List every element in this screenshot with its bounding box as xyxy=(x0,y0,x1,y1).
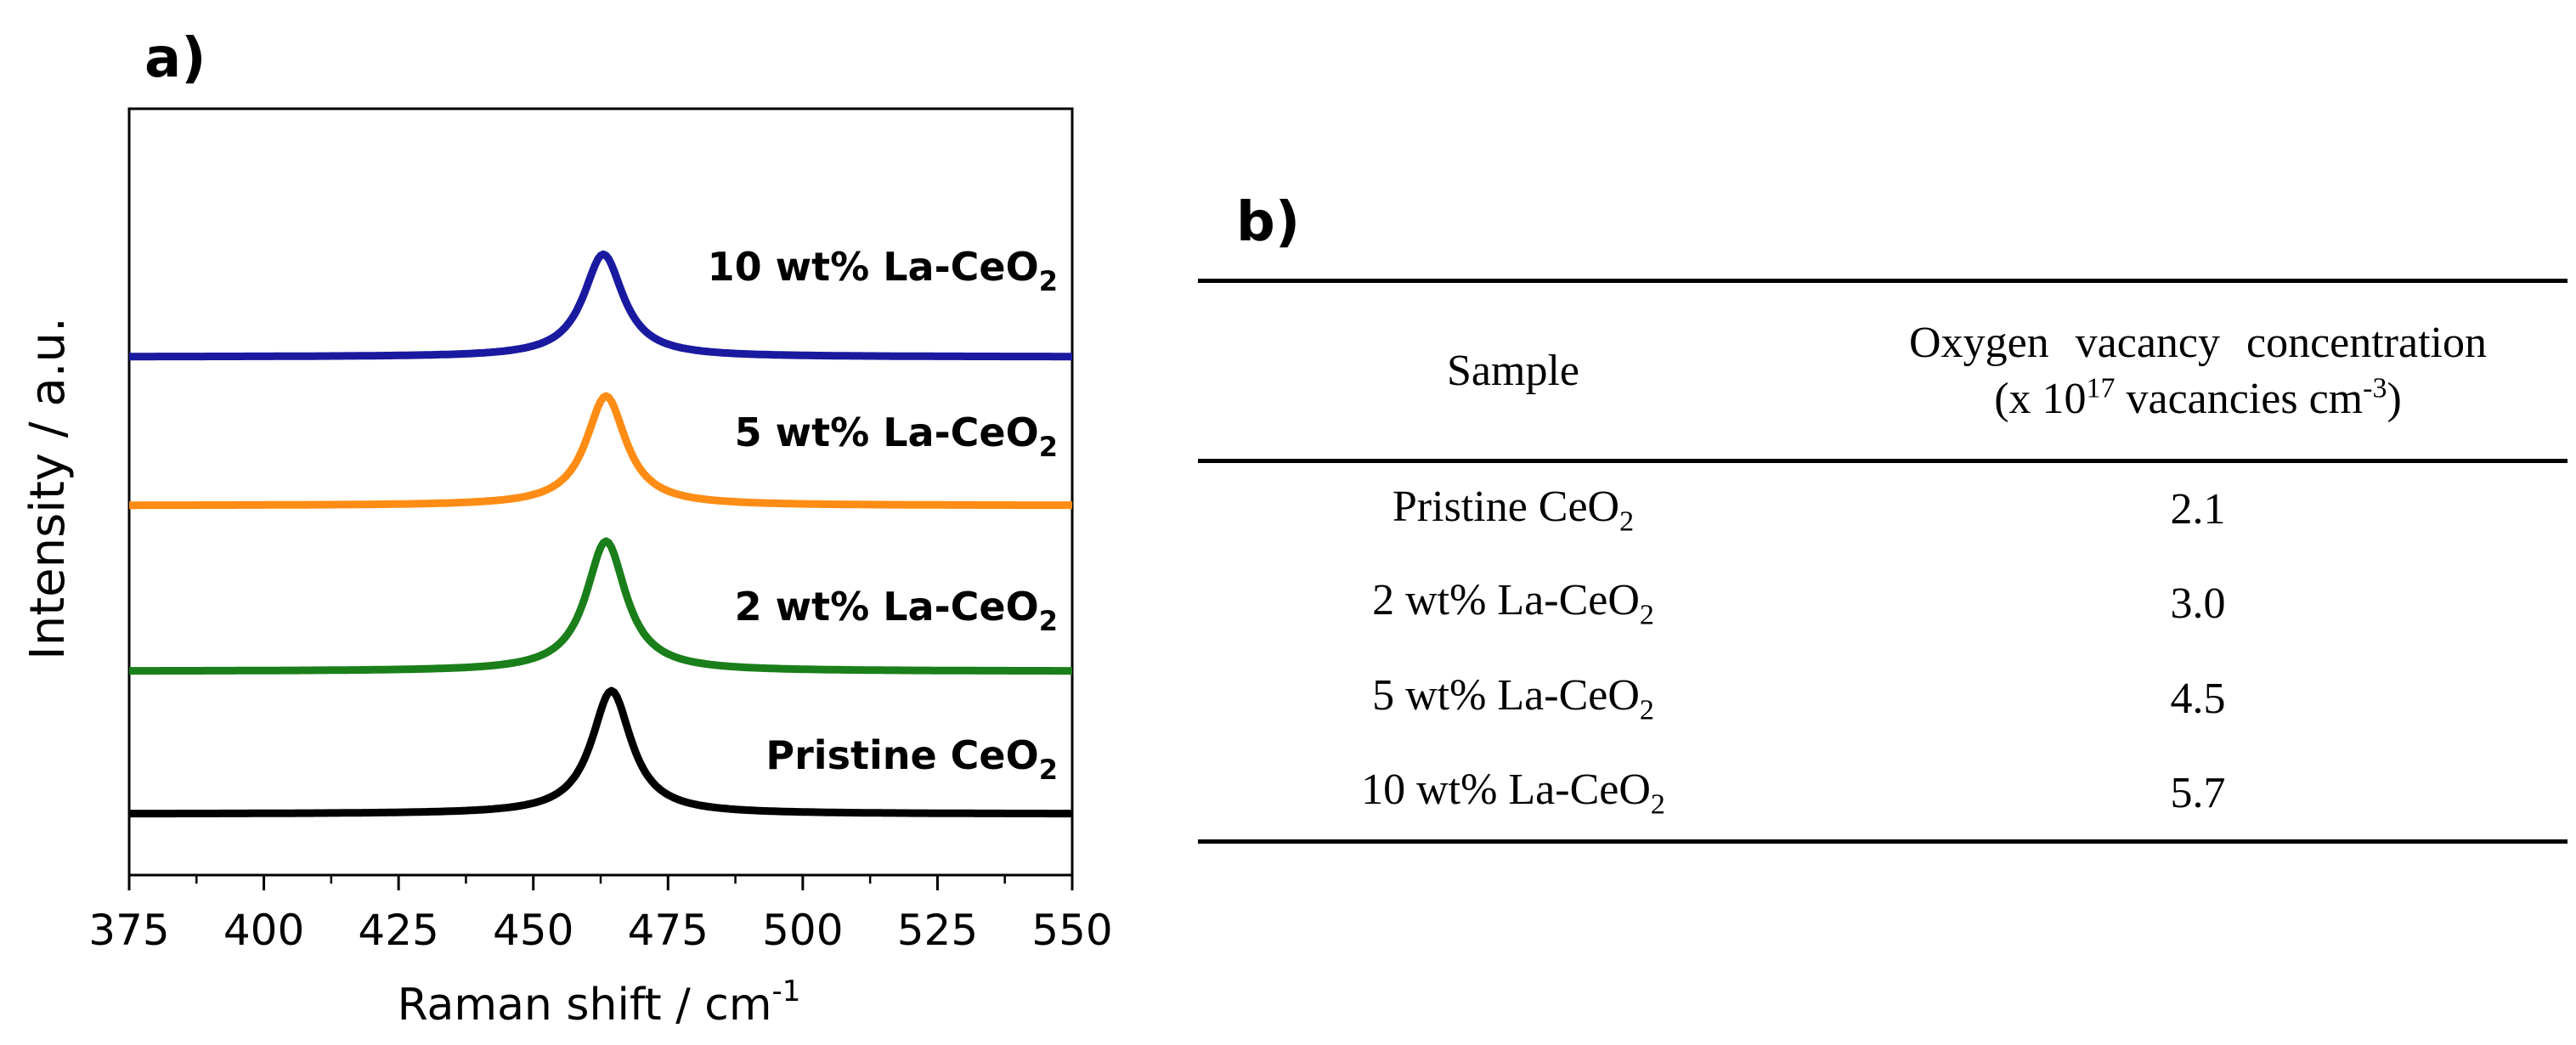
table-header-row: Sample Oxygen vacancy concentration (x 1… xyxy=(1198,279,2568,463)
series-label: Pristine CeO2 xyxy=(765,732,1058,786)
panel-label-b: b) xyxy=(1236,191,1301,254)
header-suffix: ) xyxy=(2387,374,2402,423)
sample-name: 10 wt% La-CeO xyxy=(1361,765,1651,815)
series-line xyxy=(127,392,1074,510)
vacancy-table: Sample Oxygen vacancy concentration (x 1… xyxy=(1198,279,2568,844)
value-cell: 5.7 xyxy=(1828,746,2568,844)
sample-name: 2 wt% La-CeO xyxy=(1372,576,1640,625)
table-row: 10 wt% La-CeO2 5.7 xyxy=(1198,746,2568,844)
series-label-subscript: 2 xyxy=(1039,431,1058,463)
series-label: 5 wt% La-CeO2 xyxy=(735,410,1058,463)
x-axis-label: Raman shift / cm-1 xyxy=(398,974,801,1031)
table-row: 5 wt% La-CeO2 4.5 xyxy=(1198,652,2568,747)
value-cell: 4.5 xyxy=(2170,675,2226,723)
x-tick-label: 525 xyxy=(897,906,978,955)
series-label-main: 2 wt% La-CeO xyxy=(735,584,1039,630)
sample-cell: 2 wt% La-CeO2 xyxy=(1198,556,1828,652)
sample-cell: 5 wt% La-CeO2 xyxy=(1198,652,1828,747)
series-line xyxy=(127,686,1074,818)
header-sample: Sample xyxy=(1198,279,1828,463)
x-tick-label: 425 xyxy=(358,906,438,955)
chart-axes xyxy=(127,107,1074,890)
x-tick-labels: 375 400 425 450 475 500 525 550 xyxy=(88,906,1112,955)
chart-series xyxy=(127,250,1074,818)
value-cell: 3.0 xyxy=(2170,579,2226,628)
series-label: 10 wt% La-CeO2 xyxy=(708,244,1058,297)
header-concentration: Oxygen vacancy concentration (x 1017 vac… xyxy=(1828,279,2568,463)
header-prefix: (x 10 xyxy=(1994,374,2087,423)
table-row: Pristine CeO2 2.1 xyxy=(1198,461,2568,556)
y-axis-label: Intensity / a.u. xyxy=(20,317,76,660)
x-axis-label-sup: -1 xyxy=(772,974,801,1008)
series-label-subscript: 2 xyxy=(1039,265,1058,297)
series-label-main: 10 wt% La-CeO xyxy=(708,244,1039,290)
header-exp: 17 xyxy=(2086,372,2116,404)
series-line xyxy=(127,537,1074,675)
sample-subscript: 2 xyxy=(1639,599,1654,631)
header-exp2: -3 xyxy=(2363,372,2387,404)
x-axis-label-main: Raman shift / cm xyxy=(398,980,772,1031)
series-label-subscript: 2 xyxy=(1039,754,1058,786)
table-row: 2 wt% La-CeO2 3.0 xyxy=(1198,556,2568,652)
x-tick-label: 450 xyxy=(493,906,573,955)
sample-cell: 10 wt% La-CeO2 xyxy=(1198,746,1828,844)
panel-label-a: a) xyxy=(144,27,206,90)
header-mid: vacancies cm xyxy=(2115,374,2364,423)
sample-cell: Pristine CeO2 xyxy=(1198,461,1828,556)
sample-subscript: 2 xyxy=(1639,694,1654,726)
x-tick-label: 550 xyxy=(1031,906,1112,955)
sample-subscript: 2 xyxy=(1619,505,1635,537)
header-concentration-line1: Oxygen vacancy concentration xyxy=(1909,319,2487,368)
series-label: 2 wt% La-CeO2 xyxy=(735,584,1058,637)
sample-subscript: 2 xyxy=(1650,788,1665,821)
x-tick-label: 375 xyxy=(88,906,169,955)
x-tick-label: 400 xyxy=(223,906,304,955)
sample-name: 5 wt% La-CeO xyxy=(1372,671,1640,720)
series-label-main: Pristine CeO xyxy=(765,732,1038,778)
series-line xyxy=(127,250,1074,361)
header-concentration-line2: (x 1017 vacancies cm-3) xyxy=(1994,372,2402,423)
series-label-main: 5 wt% La-CeO xyxy=(735,410,1039,455)
value-cell: 2.1 xyxy=(2170,485,2226,534)
x-tick-label: 500 xyxy=(762,906,843,955)
sample-name: Pristine CeO xyxy=(1392,482,1620,531)
x-tick-label: 475 xyxy=(628,906,709,955)
series-label-subscript: 2 xyxy=(1039,605,1058,637)
